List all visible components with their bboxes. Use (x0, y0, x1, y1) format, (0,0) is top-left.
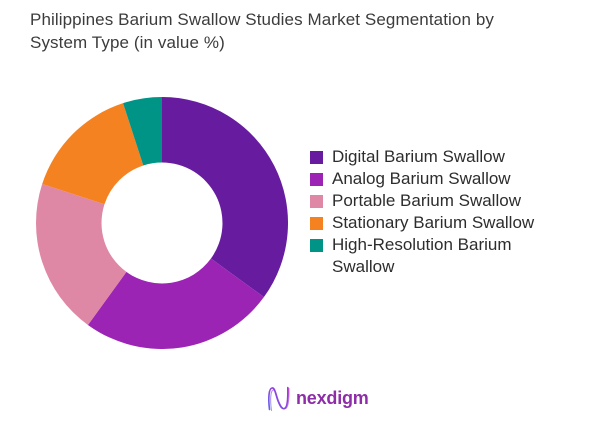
legend-swatch-analog (310, 173, 323, 186)
donut-segment (36, 184, 127, 325)
legend-label-high-resolution: High-Resolution Barium Swallow (332, 235, 512, 276)
legend-item-portable: Portable Barium Swallow (310, 190, 564, 212)
legend-item-high-resolution: High-Resolution Barium Swallow (310, 234, 564, 278)
legend-label-portable: Portable Barium Swallow (332, 191, 521, 210)
chart-title: Philippines Barium Swallow Studies Marke… (30, 10, 494, 52)
legend-swatch-digital (310, 151, 323, 164)
nexdigm-logo-text: nexdigm (296, 387, 369, 408)
legend-swatch-portable (310, 195, 323, 208)
nexdigm-logo: nexdigm (266, 384, 369, 412)
legend-item-digital: Digital Barium Swallow (310, 146, 564, 168)
legend-swatch-stationary (310, 217, 323, 230)
donut-segment (162, 97, 288, 298)
donut-svg (36, 97, 288, 349)
donut-chart (36, 97, 288, 349)
legend-item-analog: Analog Barium Swallow (310, 168, 564, 190)
nexdigm-logo-icon (268, 386, 290, 411)
legend-label-stationary: Stationary Barium Swallow (332, 213, 535, 232)
legend: Digital Barium Swallow Analog Barium Swa… (310, 146, 564, 278)
donut-segment (42, 103, 144, 205)
donut-segment (123, 97, 162, 166)
legend-item-stationary: Stationary Barium Swallow (310, 212, 564, 234)
donut-segment (87, 258, 264, 349)
legend-label-digital: Digital Barium Swallow (332, 147, 505, 166)
legend-swatch-high-resolution (310, 239, 323, 252)
legend-label-analog: Analog Barium Swallow (332, 169, 511, 188)
